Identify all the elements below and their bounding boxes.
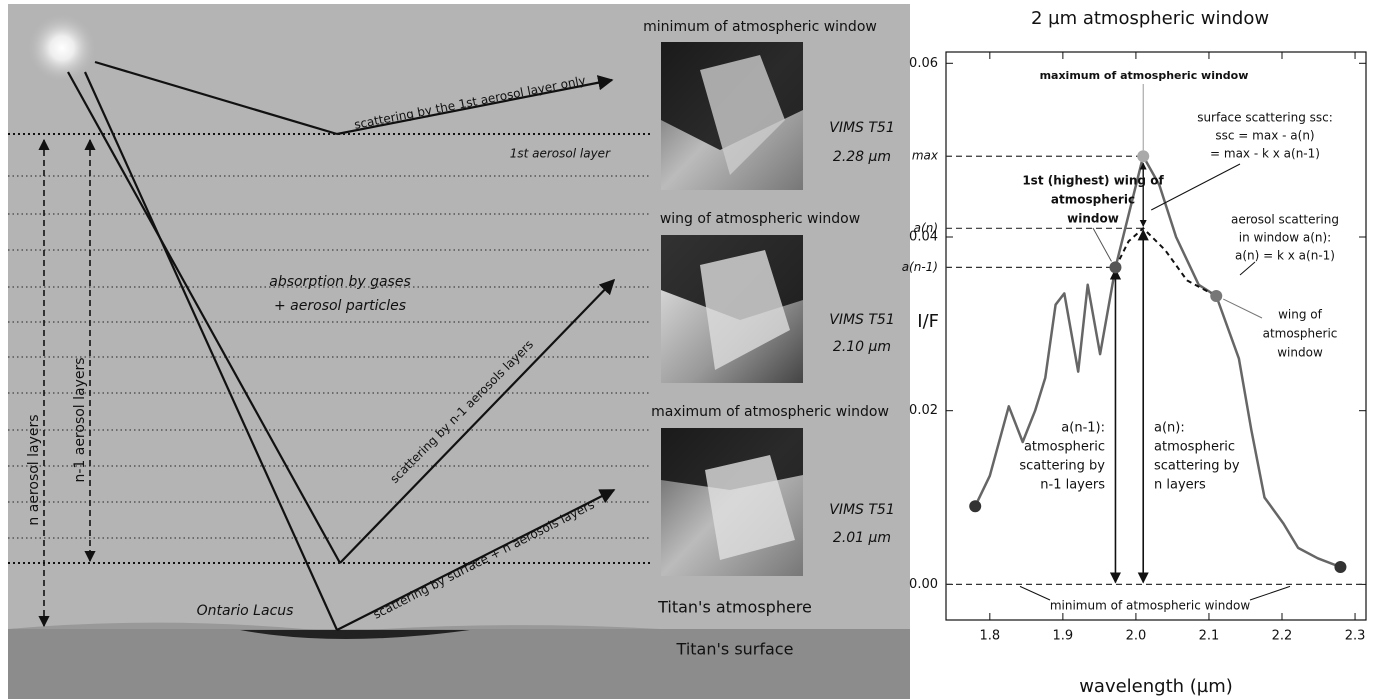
panel-label: 2.01 µm [833, 530, 891, 546]
panel-title: minimum of atmospheric window [643, 19, 877, 35]
annotation: aerosol scattering [1231, 213, 1339, 227]
point [1109, 261, 1121, 273]
reference-label: a(n-1) [902, 260, 938, 274]
leader [1250, 586, 1290, 600]
y-tick-label: 0.06 [909, 56, 938, 71]
panel-title: maximum of atmospheric window [651, 404, 889, 420]
annotation: window [1067, 212, 1119, 226]
leader [1240, 262, 1255, 275]
y-tick-label: 0.00 [909, 577, 938, 592]
x-tick-label: 2.1 [1199, 629, 1220, 644]
x-tick-label: 2.2 [1272, 629, 1293, 644]
label: Titan's surface [676, 640, 794, 659]
figure: n aerosol layers n-1 aerosol layers scat… [0, 0, 1375, 699]
annotation: atmospheric [1051, 193, 1135, 207]
annotation: atmospheric [1263, 327, 1338, 341]
label: n-1 aerosol layers [72, 357, 88, 482]
panel-label: VIMS T51 [829, 502, 895, 518]
annotation: atmospheric [1024, 440, 1105, 455]
label: Ontario Lacus [197, 603, 294, 619]
reference-label: max [912, 149, 939, 163]
leader [1223, 299, 1262, 318]
annotation: wing of [1278, 308, 1323, 322]
leader [1020, 586, 1050, 600]
point [1137, 150, 1149, 162]
annotation: a(n-1): [1061, 421, 1105, 436]
x-axis-label: wavelength (µm) [1079, 676, 1233, 697]
x-tick-label: 1.8 [979, 629, 1000, 644]
annotation: in window a(n): [1239, 231, 1331, 245]
annotation: scattering by [1154, 459, 1240, 474]
reference-label: a(n) [914, 221, 938, 235]
leader [1151, 164, 1240, 210]
annotation: = max - k x a(n-1) [1210, 147, 1320, 161]
y-tick-label: 0.02 [909, 403, 938, 418]
annotation: ssc = max - a(n) [1215, 129, 1314, 143]
annotation: a(n): [1154, 421, 1185, 436]
diagram: n aerosol layers n-1 aerosol layers scat… [8, 4, 910, 699]
annotation: window [1277, 346, 1323, 360]
annotation: minimum of atmospheric window [1050, 599, 1250, 613]
label: n aerosol layers [26, 414, 42, 525]
annotation: n layers [1154, 478, 1206, 493]
label: 1st aerosol layer [510, 147, 611, 161]
panel-title: wing of atmospheric window [660, 211, 860, 227]
x-tick-label: 1.9 [1053, 629, 1074, 644]
annotation: 1st (highest) wing of [1022, 174, 1164, 188]
chart-title: 2 µm atmospheric window [1031, 8, 1269, 29]
annotation: maximum of atmospheric window [1040, 69, 1249, 82]
point [969, 500, 981, 512]
chart: 2 µm atmospheric window wavelength (µm) … [902, 8, 1366, 697]
point [1210, 290, 1222, 302]
annotation: a(n) = k x a(n-1) [1235, 249, 1335, 263]
label: + aerosol particles [274, 298, 406, 314]
x-tick-label: 2.0 [1126, 629, 1147, 644]
panel-label: VIMS T51 [829, 312, 895, 328]
y-axis-label: I/F [917, 311, 939, 332]
annotation: surface scattering ssc: [1197, 111, 1333, 125]
panel-label: 2.28 µm [833, 149, 891, 165]
panel-label: VIMS T51 [829, 120, 895, 136]
point [1334, 561, 1346, 573]
leader [1093, 228, 1111, 261]
annotation: scattering by [1019, 459, 1105, 474]
annotation: atmospheric [1154, 440, 1235, 455]
label: absorption by gases [269, 274, 411, 290]
label: Titan's atmosphere [657, 598, 812, 617]
annotation: n-1 layers [1040, 478, 1105, 493]
panel-label: 2.10 µm [833, 339, 891, 355]
x-tick-label: 2.3 [1345, 629, 1366, 644]
